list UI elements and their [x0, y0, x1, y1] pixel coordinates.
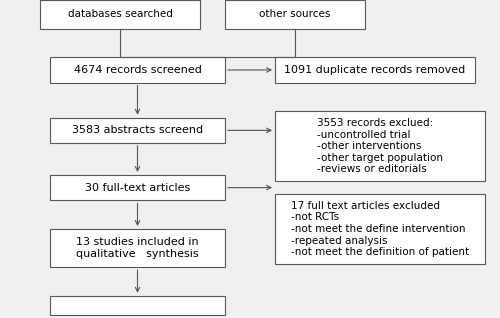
FancyBboxPatch shape — [50, 296, 225, 315]
Text: 3553 records exclued:
-uncontrolled trial
-other interventions
-other target pop: 3553 records exclued: -uncontrolled tria… — [317, 118, 443, 175]
Text: 17 full text articles excluded
-not RCTs
-not meet the define intervention
-repe: 17 full text articles excluded -not RCTs… — [291, 201, 469, 257]
FancyBboxPatch shape — [50, 118, 225, 143]
FancyBboxPatch shape — [275, 57, 475, 83]
FancyBboxPatch shape — [40, 0, 200, 29]
Text: databases searched: databases searched — [68, 9, 172, 19]
Text: 13 studies included in
qualitative   synthesis: 13 studies included in qualitative synth… — [76, 237, 199, 259]
FancyBboxPatch shape — [50, 57, 225, 83]
Text: 3583 abstracts screend: 3583 abstracts screend — [72, 125, 203, 135]
FancyBboxPatch shape — [50, 229, 225, 267]
FancyBboxPatch shape — [225, 0, 365, 29]
Text: 1091 duplicate records removed: 1091 duplicate records removed — [284, 65, 466, 75]
Text: other sources: other sources — [260, 9, 330, 19]
FancyBboxPatch shape — [50, 175, 225, 200]
FancyBboxPatch shape — [275, 194, 485, 264]
Text: 4674 records screened: 4674 records screened — [74, 65, 202, 75]
FancyBboxPatch shape — [275, 111, 485, 181]
Text: 30 full-text articles: 30 full-text articles — [85, 183, 190, 193]
